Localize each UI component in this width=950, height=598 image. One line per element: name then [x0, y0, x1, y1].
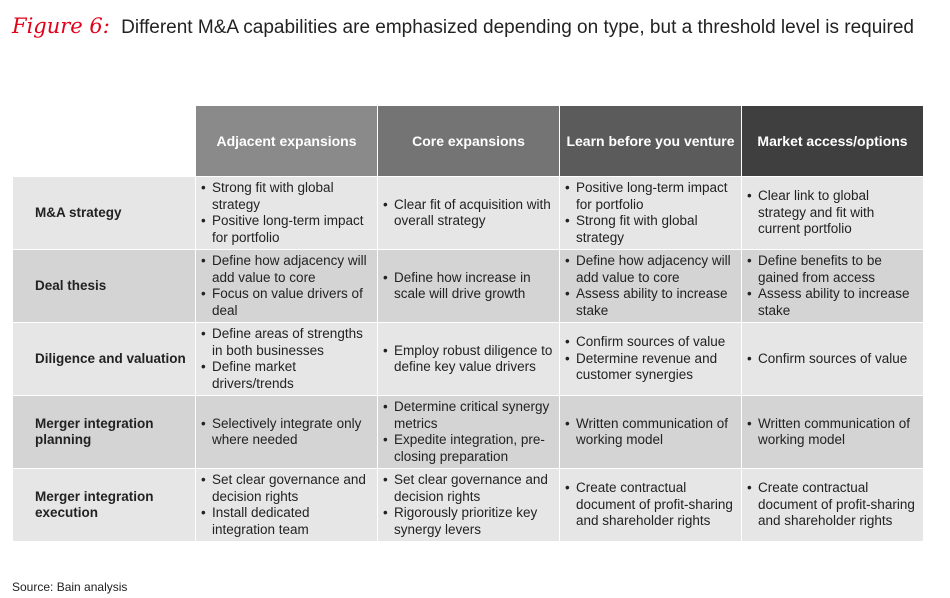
- bullet-item: Create contractual document of profit-sh…: [565, 480, 735, 530]
- bullet-list: Clear link to global strategy and fit wi…: [747, 188, 917, 238]
- bullet-item: Positive long-term impact for portfolio: [201, 213, 371, 246]
- row-header: Merger integration planning: [12, 395, 196, 469]
- bullet-list: Define areas of strengths in both busine…: [201, 326, 371, 392]
- bullet-item: Focus on value drivers of deal: [201, 286, 371, 319]
- column-header: Adjacent expansions: [195, 105, 378, 177]
- bullet-list: Positive long-term impact for portfolioS…: [565, 180, 735, 246]
- bullet-item: Determine critical synergy metrics: [383, 399, 553, 432]
- bullet-item: Confirm sources of value: [565, 334, 735, 351]
- table-cell: Create contractual document of profit-sh…: [741, 468, 924, 542]
- bullet-item: Clear link to global strategy and fit wi…: [747, 188, 917, 238]
- row-header: Diligence and valuation: [12, 322, 196, 396]
- table-body: M&A strategyStrong fit with global strat…: [12, 176, 924, 542]
- table-cell: Set clear governance and decision rights…: [195, 468, 378, 542]
- row-header: Merger integration execution: [12, 468, 196, 542]
- bullet-item: Assess ability to increase stake: [747, 286, 917, 319]
- bullet-list: Define how adjacency will add value to c…: [201, 253, 371, 319]
- table-cell: Define how adjacency will add value to c…: [195, 249, 378, 323]
- table-cell: Written communication of working model: [741, 395, 924, 469]
- bullet-item: Assess ability to increase stake: [565, 286, 735, 319]
- table-cell: Clear fit of acquisition with overall st…: [377, 176, 560, 250]
- table-cell: Define areas of strengths in both busine…: [195, 322, 378, 396]
- bullet-item: Positive long-term impact for portfolio: [565, 180, 735, 213]
- bullet-item: Define how adjacency will add value to c…: [565, 253, 735, 286]
- bullet-item: Expedite integration, pre-closing prepar…: [383, 432, 553, 465]
- table-header-row: Adjacent expansions Core expansions Lear…: [12, 105, 924, 177]
- bullet-list: Confirm sources of value: [747, 351, 917, 368]
- bullet-list: Written communication of working model: [565, 416, 735, 449]
- bullet-list: Selectively integrate only where needed: [201, 416, 371, 449]
- table-cell: Selectively integrate only where needed: [195, 395, 378, 469]
- bullet-list: Define benefits to be gained from access…: [747, 253, 917, 319]
- figure-title-text: Different M&A capabilities are emphasize…: [121, 17, 914, 38]
- bullet-list: Set clear governance and decision rights…: [383, 472, 553, 538]
- table-row: Diligence and valuationDefine areas of s…: [12, 322, 924, 396]
- bullet-item: Written communication of working model: [565, 416, 735, 449]
- table-cell: Employ robust diligence to define key va…: [377, 322, 560, 396]
- bullet-item: Install dedicated integration team: [201, 505, 371, 538]
- bullet-item: Define how adjacency will add value to c…: [201, 253, 371, 286]
- figure-label: Figure 6:: [12, 14, 110, 38]
- bullet-item: Set clear governance and decision rights: [383, 472, 553, 505]
- bullet-list: Employ robust diligence to define key va…: [383, 343, 553, 376]
- bullet-list: Set clear governance and decision rights…: [201, 472, 371, 538]
- figure-title: Figure 6: Different M&A capabilities are…: [12, 14, 942, 39]
- bullet-item: Determine revenue and customer synergies: [565, 351, 735, 384]
- table-cell: Set clear governance and decision rights…: [377, 468, 560, 542]
- bullet-list: Determine critical synergy metricsExpedi…: [383, 399, 553, 465]
- bullet-list: Confirm sources of valueDetermine revenu…: [565, 334, 735, 384]
- table-cell: Define how adjacency will add value to c…: [559, 249, 742, 323]
- bullet-item: Create contractual document of profit-sh…: [747, 480, 917, 530]
- table-row: Deal thesisDefine how adjacency will add…: [12, 249, 924, 323]
- bullet-list: Define how adjacency will add value to c…: [565, 253, 735, 319]
- bullet-item: Selectively integrate only where needed: [201, 416, 371, 449]
- column-header: Market access/options: [741, 105, 924, 177]
- bullet-item: Confirm sources of value: [747, 351, 917, 368]
- bullet-list: Create contractual document of profit-sh…: [565, 480, 735, 530]
- table-cell: Clear link to global strategy and fit wi…: [741, 176, 924, 250]
- bullet-item: Strong fit with global strategy: [565, 213, 735, 246]
- bullet-item: Define market drivers/trends: [201, 359, 371, 392]
- column-header: Core expansions: [377, 105, 560, 177]
- bullet-item: Set clear governance and decision rights: [201, 472, 371, 505]
- table-cell: Define how increase in scale will drive …: [377, 249, 560, 323]
- table-corner-cell: [12, 105, 196, 177]
- bullet-item: Clear fit of acquisition with overall st…: [383, 197, 553, 230]
- table-row: M&A strategyStrong fit with global strat…: [12, 176, 924, 250]
- source-note: Source: Bain analysis: [12, 580, 128, 594]
- bullet-item: Written communication of working model: [747, 416, 917, 449]
- bullet-item: Employ robust diligence to define key va…: [383, 343, 553, 376]
- bullet-list: Strong fit with global strategyPositive …: [201, 180, 371, 246]
- bullet-list: Clear fit of acquisition with overall st…: [383, 197, 553, 230]
- table-cell: Written communication of working model: [559, 395, 742, 469]
- bullet-item: Define how increase in scale will drive …: [383, 270, 553, 303]
- table-row: Merger integration planningSelectively i…: [12, 395, 924, 469]
- row-header: Deal thesis: [12, 249, 196, 323]
- table-cell: Create contractual document of profit-sh…: [559, 468, 742, 542]
- table-row: Merger integration executionSet clear go…: [12, 468, 924, 542]
- bullet-list: Define how increase in scale will drive …: [383, 270, 553, 303]
- bullet-list: Create contractual document of profit-sh…: [747, 480, 917, 530]
- table-cell: Determine critical synergy metricsExpedi…: [377, 395, 560, 469]
- bullet-item: Define areas of strengths in both busine…: [201, 326, 371, 359]
- row-header: M&A strategy: [12, 176, 196, 250]
- table-cell: Define benefits to be gained from access…: [741, 249, 924, 323]
- capabilities-table: Adjacent expansions Core expansions Lear…: [12, 105, 924, 542]
- table-cell: Confirm sources of value: [741, 322, 924, 396]
- bullet-item: Rigorously prioritize key synergy levers: [383, 505, 553, 538]
- table-cell: Strong fit with global strategyPositive …: [195, 176, 378, 250]
- table-cell: Confirm sources of valueDetermine revenu…: [559, 322, 742, 396]
- table-cell: Positive long-term impact for portfolioS…: [559, 176, 742, 250]
- bullet-item: Strong fit with global strategy: [201, 180, 371, 213]
- bullet-list: Written communication of working model: [747, 416, 917, 449]
- column-header: Learn before you venture: [559, 105, 742, 177]
- bullet-item: Define benefits to be gained from access: [747, 253, 917, 286]
